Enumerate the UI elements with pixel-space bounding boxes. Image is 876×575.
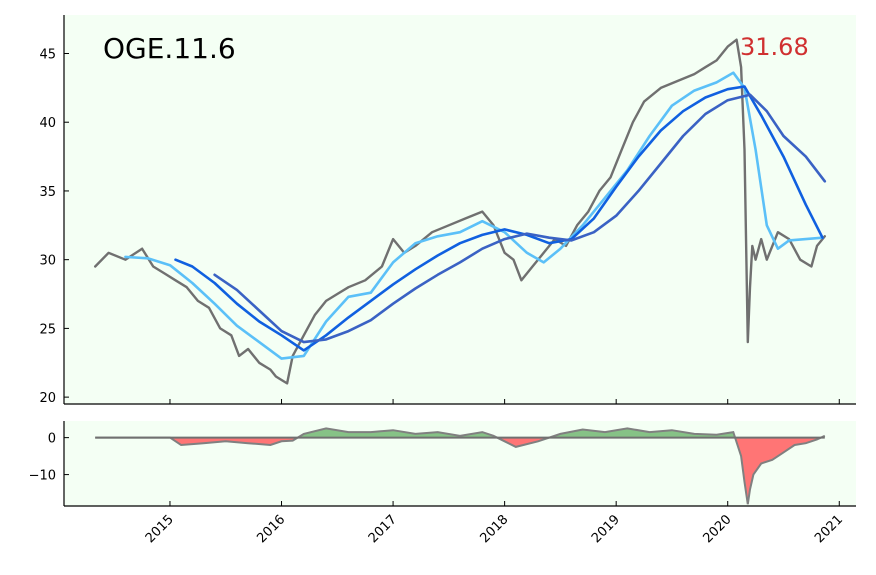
series-line-ma_mid	[174, 85, 824, 352]
oscillator-line	[95, 427, 826, 505]
y-tick-label: 0	[48, 432, 56, 447]
chart-title: OGE.11.6	[103, 32, 236, 65]
oscillator-panel-marks	[95, 427, 826, 505]
oscillator-panel-x-ticks: 2015 2016 2017 2018 2019 2020 2021	[143, 501, 846, 546]
x-tick-label: 2018	[477, 512, 511, 546]
oscillator-negative-area	[170, 437, 821, 505]
y-tick-label: 40	[39, 116, 56, 131]
y-tick-label: −10	[29, 469, 56, 484]
price-panel-marks	[94, 38, 827, 385]
y-tick-label: 35	[39, 185, 56, 200]
x-tick-label: 2015	[143, 512, 177, 546]
oscillator-panel-y-ticks: 0 −10	[29, 432, 69, 484]
y-tick-label: 30	[39, 254, 56, 269]
series-line-price	[94, 38, 826, 385]
price-panel-x-ticks	[169, 399, 840, 404]
x-tick-label: 2020	[701, 512, 735, 546]
x-tick-label: 2017	[366, 512, 400, 546]
x-tick-label: 2016	[254, 512, 288, 546]
y-tick-label: 20	[39, 391, 56, 406]
oscillator-panel-background	[64, 421, 856, 506]
series-line-ma_fast	[124, 71, 824, 360]
price-panel-background	[64, 15, 856, 404]
oscillator-positive-area	[95, 428, 825, 438]
last-value-label: 31.68	[740, 33, 809, 61]
y-tick-label: 45	[39, 47, 56, 62]
x-tick-label: 2021	[812, 512, 846, 546]
series-line-ma_slow	[213, 93, 827, 344]
y-tick-label: 25	[39, 322, 56, 337]
x-tick-label: 2019	[589, 512, 623, 546]
price-panel-y-ticks: 20 25 30 35 40 45	[39, 47, 69, 406]
